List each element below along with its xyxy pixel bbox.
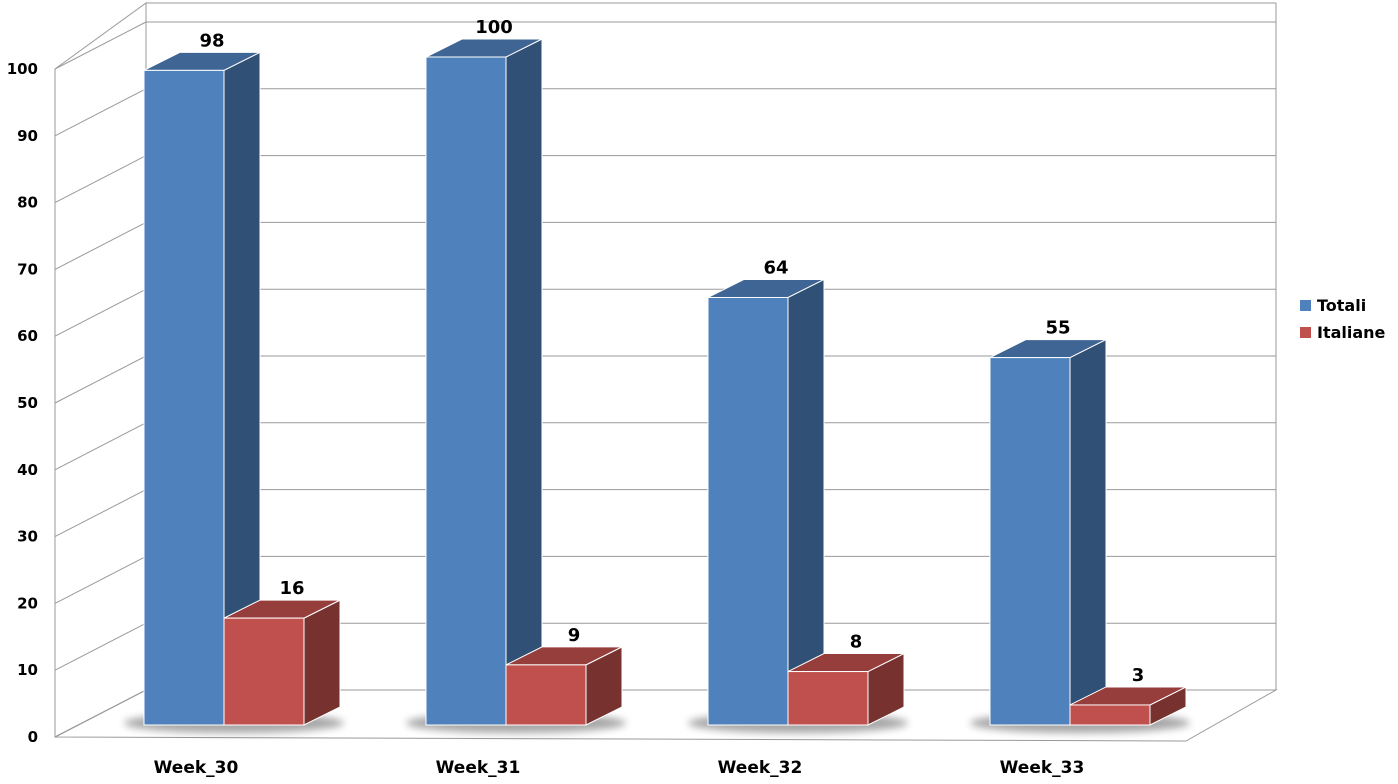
bar-front bbox=[505, 664, 587, 726]
bar-side bbox=[303, 599, 341, 726]
bars bbox=[143, 38, 1187, 726]
y-tick-label: 100 bbox=[7, 60, 38, 78]
data-label: 16 bbox=[279, 578, 304, 599]
bar-italiane-week_31 bbox=[505, 646, 623, 726]
data-label: 8 bbox=[850, 632, 863, 653]
data-label: 55 bbox=[1045, 318, 1070, 339]
bar-italiane-week_30 bbox=[223, 599, 341, 726]
bar-front bbox=[707, 296, 789, 726]
legend-swatch bbox=[1300, 300, 1311, 311]
y-tick-label: 40 bbox=[17, 461, 38, 479]
bar-side bbox=[505, 38, 543, 726]
y-tick-label: 30 bbox=[17, 528, 38, 546]
gridline-side bbox=[54, 355, 147, 404]
x-category-label: Week_30 bbox=[154, 758, 239, 778]
bar-italiane-week_32 bbox=[787, 652, 905, 726]
bar-front bbox=[989, 357, 1071, 726]
legend-entry: Totali bbox=[1317, 296, 1366, 315]
bar-totali-week_30 bbox=[143, 51, 261, 726]
y-tick-label: 60 bbox=[17, 327, 38, 345]
gridline-side bbox=[54, 221, 147, 270]
gridline-side bbox=[54, 489, 147, 538]
y-axis-tick-labels: 0 10 20 30 40 50 60 70 80 90 100 bbox=[7, 60, 38, 746]
y-tick-label: 50 bbox=[17, 394, 38, 412]
bar-front bbox=[1069, 704, 1151, 726]
bar-italiane-week_33 bbox=[1069, 686, 1187, 726]
gridline-side bbox=[54, 555, 147, 604]
data-labels: 98 16 100 9 64 8 55 3 bbox=[199, 17, 1144, 686]
gridline-side bbox=[54, 21, 147, 70]
bar-front bbox=[425, 56, 507, 726]
data-label: 9 bbox=[568, 625, 581, 646]
bar-front bbox=[143, 69, 225, 726]
left-wall bbox=[54, 2, 147, 738]
legend-swatch bbox=[1300, 327, 1311, 338]
y-tick-label: 10 bbox=[17, 661, 38, 679]
bar-front bbox=[223, 617, 305, 726]
legend: Totali Italiane bbox=[1300, 296, 1386, 342]
y-tick-label: 0 bbox=[28, 728, 38, 746]
bar-side bbox=[1069, 338, 1107, 726]
y-tick-label: 80 bbox=[17, 194, 38, 212]
bar-totali-week_33 bbox=[989, 338, 1107, 726]
y-tick-label: 70 bbox=[17, 260, 38, 278]
gridline-side bbox=[54, 622, 147, 671]
gridline-side bbox=[54, 155, 147, 204]
y-tick-label: 20 bbox=[17, 594, 38, 612]
x-category-label: Week_33 bbox=[1000, 758, 1085, 778]
gridline-side bbox=[54, 288, 147, 337]
data-label: 64 bbox=[763, 257, 788, 278]
gridline-side bbox=[54, 422, 147, 471]
x-category-label: Week_31 bbox=[436, 758, 521, 778]
x-category-label: Week_32 bbox=[718, 758, 803, 778]
bar-front bbox=[787, 671, 869, 726]
bar-totali-week_32 bbox=[707, 278, 825, 726]
x-axis-category-labels: Week_30 Week_31 Week_32 Week_33 bbox=[154, 758, 1085, 778]
data-label: 98 bbox=[199, 30, 224, 51]
gridline-side bbox=[54, 689, 147, 738]
y-tick-label: 90 bbox=[17, 127, 38, 145]
gridline-side bbox=[54, 88, 147, 137]
data-label: 100 bbox=[475, 17, 513, 38]
bar-totali-week_31 bbox=[425, 38, 543, 726]
legend-entry: Italiane bbox=[1317, 323, 1386, 342]
data-label: 3 bbox=[1132, 665, 1145, 686]
